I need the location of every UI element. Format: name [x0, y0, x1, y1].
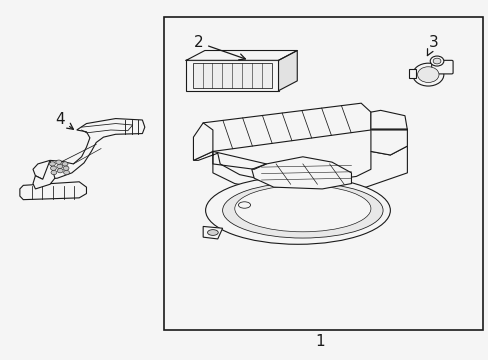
Ellipse shape — [207, 230, 218, 235]
Circle shape — [50, 166, 56, 170]
Circle shape — [56, 160, 61, 164]
Ellipse shape — [222, 183, 382, 238]
Circle shape — [62, 162, 68, 166]
Circle shape — [51, 170, 57, 175]
Text: 1: 1 — [314, 334, 324, 349]
Ellipse shape — [234, 185, 370, 232]
Circle shape — [63, 166, 69, 170]
Polygon shape — [33, 118, 144, 179]
Circle shape — [432, 58, 440, 64]
Bar — [192, 63, 271, 87]
Polygon shape — [193, 146, 407, 193]
Polygon shape — [186, 50, 297, 60]
Polygon shape — [193, 123, 212, 160]
Bar — [408, 69, 415, 78]
Polygon shape — [203, 226, 222, 239]
Circle shape — [429, 56, 443, 66]
Text: 4: 4 — [55, 112, 73, 129]
Ellipse shape — [238, 202, 250, 208]
Polygon shape — [278, 50, 297, 91]
Text: 2: 2 — [193, 35, 245, 60]
Circle shape — [63, 170, 69, 175]
Circle shape — [57, 168, 63, 173]
Polygon shape — [251, 157, 351, 189]
Polygon shape — [33, 160, 55, 189]
Polygon shape — [198, 103, 370, 152]
Bar — [186, 60, 278, 91]
Circle shape — [412, 63, 443, 86]
Circle shape — [57, 164, 62, 168]
Circle shape — [417, 67, 438, 82]
Polygon shape — [370, 111, 407, 155]
Bar — [164, 18, 482, 330]
FancyBboxPatch shape — [431, 60, 452, 74]
Ellipse shape — [205, 176, 389, 244]
Polygon shape — [20, 182, 86, 200]
Text: 3: 3 — [427, 35, 438, 56]
Circle shape — [49, 162, 55, 166]
